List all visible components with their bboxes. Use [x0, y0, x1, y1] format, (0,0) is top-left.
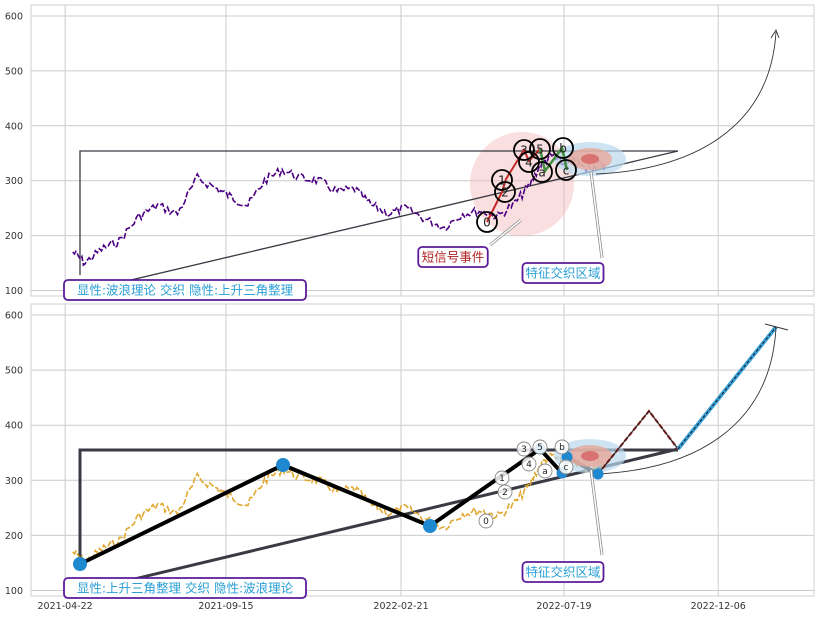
wave-label: 3 [520, 143, 528, 157]
wave-label: 4 [526, 460, 532, 470]
wave-label-circle [476, 211, 498, 233]
wave-label-circle [532, 439, 548, 455]
y-tick-label: 600 [5, 11, 23, 22]
callout-pattern-top-box [63, 279, 307, 301]
projection-arrowhead [770, 28, 780, 39]
y-tick-label: 400 [5, 421, 23, 432]
wave-label-circle [555, 159, 577, 181]
x-tick-label: 2022-12-06 [691, 601, 746, 612]
blue-projection-core [677, 326, 777, 450]
callout-pattern-bottom-box [63, 577, 307, 599]
panel-top: 100 200 300 400 500 600 0 12 345 abc 显性:波浪理论 交织 隐性… [5, 4, 815, 301]
zone-inner [581, 451, 599, 461]
wave-label-circle [497, 484, 513, 500]
wave-label-circle [554, 439, 570, 455]
triangle-top-edge [79, 150, 678, 275]
wave-label: a [542, 467, 548, 477]
y-tick-label: 100 [5, 586, 23, 597]
wave-node [561, 451, 573, 463]
callout-pattern-top: 显性:波浪理论 交织 隐性:上升三角整理 [77, 283, 294, 298]
wave-label-circle [552, 137, 574, 159]
red-segment-core [597, 410, 679, 475]
wave-label-circle [521, 456, 537, 472]
wave-label: 0 [483, 517, 489, 527]
callout-zone-top-box [521, 262, 605, 284]
wave-node [423, 519, 437, 533]
callout-zone-bottom: 特征交织区域 [525, 565, 600, 580]
callout-signal-event: 短信号事件 [422, 250, 485, 265]
callout-signal-event-box [417, 246, 489, 268]
wave-label: 5 [536, 142, 544, 156]
wave-label: b [559, 443, 565, 453]
triangle-top-edge [78, 448, 678, 570]
projection-tbar [764, 323, 789, 331]
y-tick-label: 200 [5, 231, 23, 242]
wave-label: b [559, 141, 567, 155]
wave-label-circle [558, 459, 574, 475]
zone-pointer-inner [590, 469, 603, 556]
wave-impulse [486, 147, 541, 223]
wave-label: 0 [483, 215, 491, 229]
callout-zone-top: 特征交织区域 [525, 266, 600, 281]
y-tick-label: 400 [5, 121, 23, 132]
projection-arrow [595, 327, 777, 475]
wave-label: a [538, 165, 545, 179]
x-tick-label: 2021-04-22 [38, 601, 93, 612]
wave-node [276, 458, 290, 472]
wave-label-circle [494, 470, 510, 486]
triangle-rising-edge [79, 447, 679, 594]
x-tick-label: 2021-09-15 [198, 601, 253, 612]
wave-label: c [564, 463, 569, 473]
wave-label-circle [537, 463, 553, 479]
wave-label-circle [491, 169, 513, 191]
projection-arrow [595, 31, 777, 175]
wave-label-circle [494, 181, 516, 203]
zone-inner [581, 154, 599, 164]
zone-pointer-inner [590, 171, 603, 259]
wave-label: 2 [501, 185, 509, 199]
wave-label: 3 [521, 445, 527, 455]
y-tick-label: 600 [5, 311, 23, 322]
wave-label: 1 [499, 474, 505, 484]
wave-node [592, 468, 604, 480]
x-tick-label: 2022-02-21 [373, 601, 428, 612]
signal-arrow-inner [489, 219, 522, 246]
wave-correction [538, 145, 569, 174]
wave-label: c [563, 163, 570, 177]
wave-label: 5 [537, 443, 543, 453]
y-tick-label: 300 [5, 176, 23, 187]
wave-label-circle [529, 138, 551, 160]
callout-zone-bottom-box [521, 561, 605, 583]
x-tick-label: 2022-07-19 [536, 601, 591, 612]
wave-label-circle [478, 513, 494, 529]
y-tick-label: 300 [5, 476, 23, 487]
y-tick-label: 200 [5, 531, 23, 542]
wave-label-circle [531, 161, 553, 183]
wave-label: 2 [502, 488, 508, 498]
wave-label-circle [513, 139, 535, 161]
wave-label-circle [516, 441, 532, 457]
y-tick-label: 500 [5, 66, 23, 77]
wave-label: 1 [498, 173, 506, 187]
price-line [72, 452, 606, 567]
y-tick-label: 100 [5, 286, 23, 297]
wave-node [73, 557, 87, 571]
wave-label: 4 [525, 155, 533, 169]
y-tick-label: 500 [5, 366, 23, 377]
callout-pattern-bottom: 显性:上升三角整理 交织 隐性:波浪理论 [77, 581, 294, 596]
